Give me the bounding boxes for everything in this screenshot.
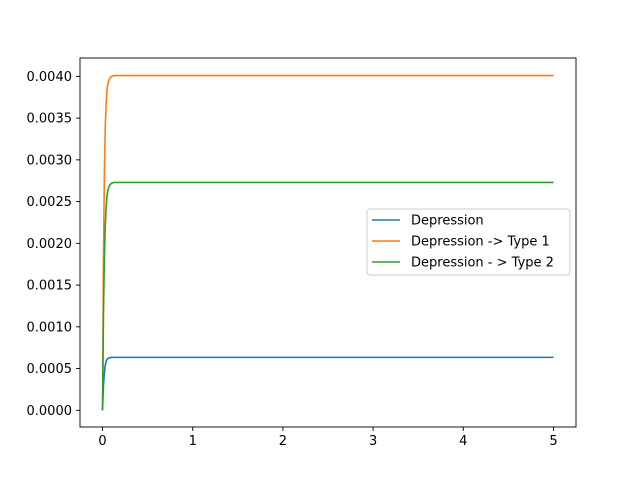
x-tick-label-3: 3	[369, 434, 377, 449]
legend-box	[366, 208, 571, 276]
y-tick-label-7: 0.0035	[27, 112, 73, 127]
axes-frame	[79, 57, 577, 428]
y-tick-label-8: 0.0040	[27, 70, 73, 85]
y-tick-label-3: 0.0015	[27, 279, 73, 294]
y-axis: 0.0000 0.0005 0.0010 0.0015 0.0020 0.0025 0.00…	[27, 70, 80, 419]
x-axis: 0 1 2 3 4 5	[98, 427, 558, 449]
x-tick-label-5: 5	[549, 434, 557, 449]
y-tick-label-5: 0.0025	[27, 195, 73, 210]
x-tick-label-2: 2	[279, 434, 287, 449]
y-tick-label-1: 0.0005	[27, 362, 73, 377]
series-line-1	[101, 74, 554, 411]
series-line-0	[101, 356, 554, 411]
legend-label-2: Depression - > Type 2	[411, 256, 554, 271]
y-tick-label-6: 0.0030	[27, 153, 73, 168]
legend-label-1: Depression -> Type 1	[411, 235, 550, 250]
x-tick-label-4: 4	[459, 434, 467, 449]
x-tick-label-1: 1	[189, 434, 197, 449]
y-tick-label-2: 0.0010	[27, 320, 73, 335]
series-line-2	[101, 181, 554, 411]
x-tick-label-0: 0	[98, 434, 106, 449]
series-layer	[101, 74, 554, 411]
y-tick-label-0: 0.0000	[27, 404, 73, 419]
legend: Depression Depression -> Type 1 Depression…	[366, 208, 571, 276]
y-tick-label-4: 0.0020	[27, 237, 73, 252]
legend-label-0: Depression	[411, 214, 484, 229]
